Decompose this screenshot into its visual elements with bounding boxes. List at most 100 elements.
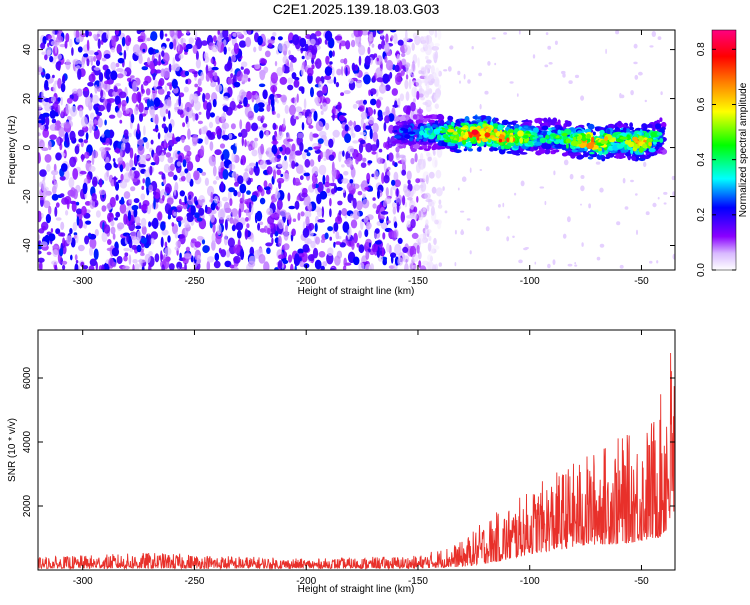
noise-blob [291, 160, 296, 169]
noise-blob [78, 138, 84, 143]
noise-blob [392, 206, 397, 215]
noise-blob [230, 144, 236, 151]
noise-blob [131, 92, 138, 104]
signal-blob [534, 118, 540, 124]
noise-blob [332, 129, 340, 138]
noise-blob [374, 228, 380, 234]
noise-blob [177, 267, 180, 270]
noise-blob [256, 210, 263, 222]
noise-blob [100, 89, 103, 99]
noise-blob [47, 42, 50, 48]
faint-blob [506, 236, 510, 242]
noise-blob [264, 50, 271, 58]
noise-blob [288, 54, 295, 61]
noise-blob [290, 263, 294, 270]
noise-blob [88, 50, 95, 55]
noise-blob [387, 166, 391, 171]
noise-blob [138, 154, 146, 165]
noise-blob [177, 108, 184, 115]
noise-blob [150, 31, 158, 42]
noise-blob [308, 125, 314, 129]
noise-blob [79, 170, 87, 175]
spectrogram-xtick-label: -100 [520, 276, 540, 287]
noise-blob [276, 66, 284, 77]
noise-blob [378, 96, 384, 101]
noise-blob [304, 149, 309, 153]
noise-blob [217, 30, 220, 35]
spectrogram-frame [37, 29, 676, 271]
noise-blob [277, 36, 283, 41]
noise-blob [296, 93, 299, 103]
noise-blob [182, 159, 187, 168]
noise-blob [428, 235, 432, 241]
colorbar-tick-label: 0.4 [696, 152, 707, 166]
noise-blob [244, 198, 252, 203]
noise-blob [294, 96, 297, 106]
noise-blob [106, 203, 111, 209]
noise-blob [243, 68, 250, 76]
signal-blob [413, 143, 420, 150]
noise-blob [277, 235, 282, 247]
noise-blob [425, 55, 429, 60]
noise-blob [404, 201, 408, 208]
noise-blob [310, 87, 314, 98]
noise-blob [284, 104, 289, 114]
signal-blob [478, 130, 486, 135]
noise-blob [419, 265, 427, 270]
noise-blob [276, 154, 282, 159]
noise-blob [60, 110, 64, 118]
faint-blob [469, 167, 472, 173]
noise-blob [232, 32, 237, 37]
noise-blob [320, 110, 324, 116]
noise-blob [44, 79, 49, 90]
noise-blob [292, 218, 297, 222]
noise-blob [112, 158, 116, 162]
noise-blob [180, 266, 185, 270]
noise-blob [195, 50, 199, 61]
spectrogram-xlabel: Height of straight line (km) [298, 286, 415, 297]
noise-blob [248, 201, 252, 213]
noise-blob [229, 264, 235, 269]
noise-blob [292, 34, 300, 46]
noise-blob [358, 142, 364, 154]
noise-blob [325, 122, 330, 131]
noise-blob [178, 54, 184, 59]
noise-blob [329, 61, 333, 65]
noise-blob [46, 163, 51, 172]
noise-blob [133, 198, 140, 204]
noise-blob [89, 258, 97, 267]
signal-blob [460, 127, 468, 130]
noise-blob [224, 218, 228, 231]
signal-blob [527, 140, 533, 146]
noise-blob [39, 196, 44, 201]
faint-blob [442, 186, 445, 191]
noise-blob [123, 129, 129, 137]
noise-blob [355, 156, 359, 165]
noise-blob [425, 199, 433, 203]
signal-blob [436, 113, 444, 120]
noise-blob [116, 222, 125, 230]
noise-blob [274, 60, 278, 67]
noise-blob [78, 107, 84, 118]
noise-blob [319, 190, 328, 200]
noise-blob [373, 109, 376, 115]
noise-blob [236, 70, 243, 82]
noise-blob [86, 58, 90, 67]
noise-blob [360, 117, 364, 129]
noise-blob [333, 241, 336, 248]
signal-blob [423, 138, 428, 142]
faint-blob [660, 91, 663, 96]
noise-blob [45, 213, 52, 224]
noise-blob [222, 149, 230, 161]
noise-blob [134, 106, 139, 116]
noise-blob [111, 35, 115, 47]
noise-blob [417, 108, 424, 115]
noise-blob [88, 233, 92, 238]
faint-blob [514, 192, 517, 196]
noise-blob [277, 131, 284, 139]
signal-blob [404, 134, 411, 140]
noise-blob [433, 237, 437, 246]
noise-blob [164, 247, 172, 256]
faint-blob [652, 202, 657, 208]
